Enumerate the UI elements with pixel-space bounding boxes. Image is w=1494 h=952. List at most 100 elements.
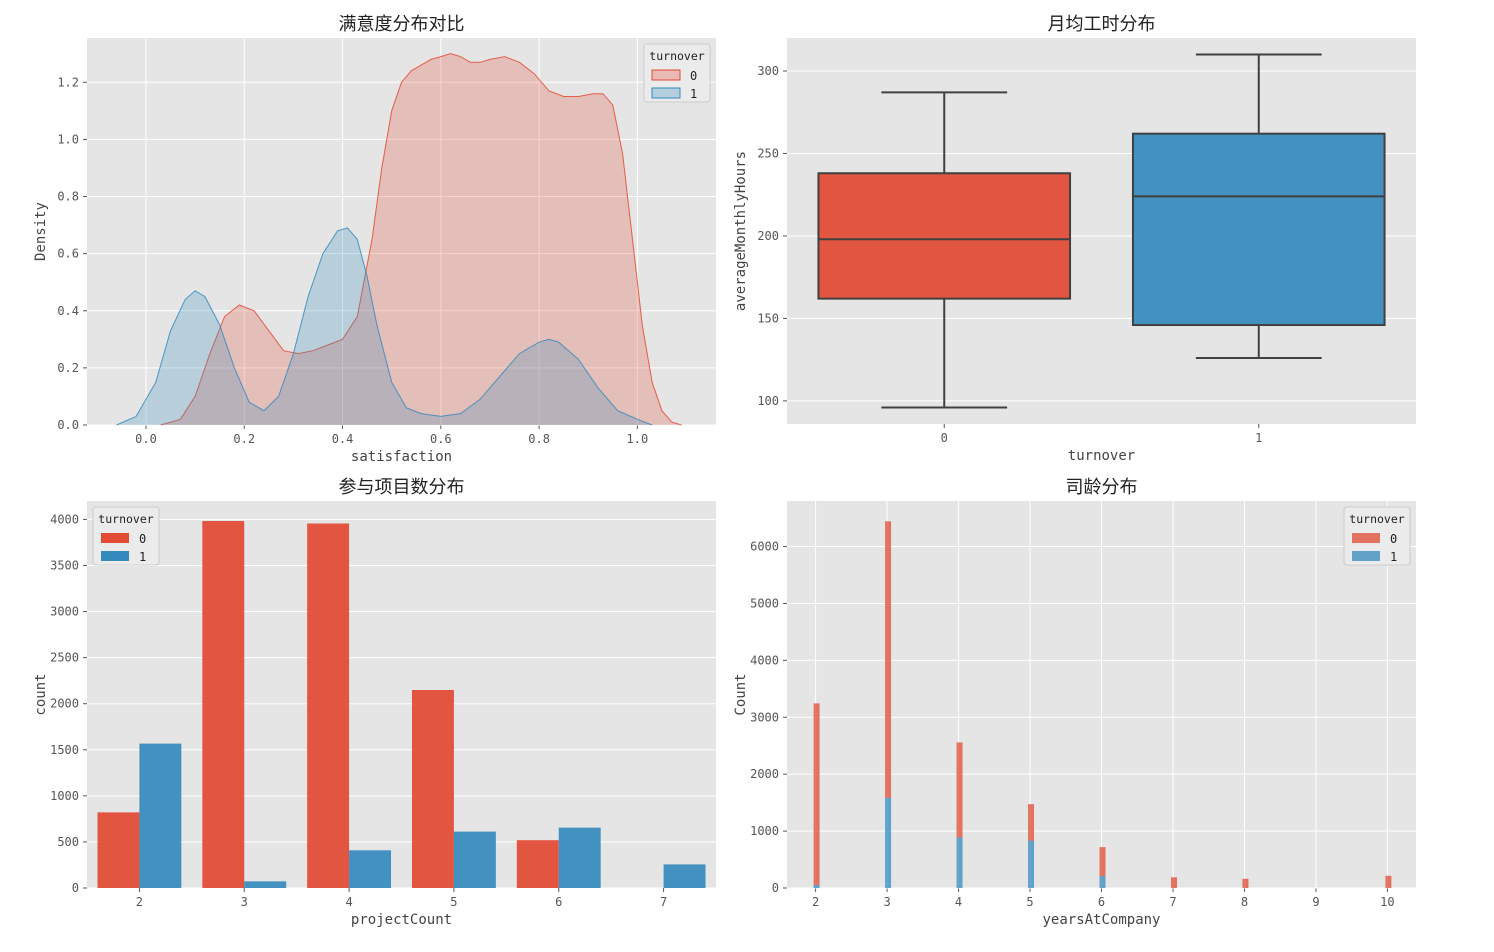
density-line-turnover-0 bbox=[160, 53, 682, 426]
chart-project_count: 参与项目数分布 0 500 1000 1500 2000 2500 3000 3500 4000 2… bbox=[33, 477, 716, 928]
y-tick-label: 0.0 bbox=[57, 418, 79, 432]
legend-swatch-0 bbox=[1352, 533, 1380, 543]
legend-label-0: 0 bbox=[690, 69, 697, 83]
legend-label-0: 0 bbox=[1390, 532, 1397, 546]
y-tick-label: 1500 bbox=[50, 743, 79, 757]
chart-title: 满意度分布对比 bbox=[339, 14, 465, 35]
legend-title: turnover bbox=[1349, 512, 1404, 526]
x-tick-label: 10 bbox=[1380, 895, 1394, 909]
y-tick-label: 6000 bbox=[750, 540, 779, 554]
legend-swatch-0 bbox=[101, 533, 129, 543]
chart-title: 参与项目数分布 bbox=[339, 477, 465, 498]
legend-title: turnover bbox=[649, 49, 704, 63]
chart-satisfaction: 满意度分布对比 0.0 0.2 0.4 0.6 0.8 1.0 0.0 0.2 0.4 0.6 0.8… bbox=[33, 14, 716, 465]
y-tick-label: 1000 bbox=[750, 824, 779, 838]
bar-project-3-turnover-1 bbox=[244, 881, 287, 888]
x-tick-label: 0.2 bbox=[233, 432, 255, 446]
bar-project-3-turnover-0 bbox=[202, 520, 245, 888]
y-tick-label: 1.0 bbox=[57, 132, 79, 146]
y-tick-label: 2000 bbox=[50, 697, 79, 711]
y-tick-label: 0 bbox=[772, 881, 779, 895]
x-tick-label: 8 bbox=[1241, 895, 1248, 909]
y-tick-label: 3500 bbox=[50, 559, 79, 573]
y-tick-label: 0.2 bbox=[57, 361, 79, 375]
legend: turnover 0 1 bbox=[1343, 506, 1411, 566]
legend-label-1: 1 bbox=[690, 87, 697, 101]
x-tick-label: 4 bbox=[955, 895, 962, 909]
density-area-turnover-0 bbox=[160, 53, 682, 425]
bar-project-4-turnover-1 bbox=[349, 850, 392, 888]
x-tick-label: 5 bbox=[1026, 895, 1033, 909]
x-tick-label: 0.8 bbox=[528, 432, 550, 446]
chart-title: 月均工时分布 bbox=[1048, 14, 1156, 35]
x-tick-label: 1 bbox=[1255, 431, 1262, 445]
hist-bar-year-4-turnover-0 bbox=[956, 742, 963, 838]
x-tick-label: 0.4 bbox=[332, 432, 354, 446]
legend-label-1: 1 bbox=[139, 550, 146, 564]
x-tick-label: 0.6 bbox=[430, 432, 452, 446]
hist-bar-year-6-turnover-0 bbox=[1099, 847, 1106, 877]
bar-project-2-turnover-1 bbox=[139, 743, 182, 888]
y-tick-label: 5000 bbox=[750, 596, 779, 610]
y-tick-label: 500 bbox=[57, 835, 79, 849]
hist-bar-year-6-turnover-1 bbox=[1099, 876, 1106, 888]
y-axis-label: Count bbox=[733, 673, 749, 715]
x-tick-label: 1.0 bbox=[627, 432, 649, 446]
y-tick-label: 3000 bbox=[50, 605, 79, 619]
y-tick-label: 4000 bbox=[50, 512, 79, 526]
y-tick-label: 3000 bbox=[750, 710, 779, 724]
y-axis-label: averageMonthlyHours bbox=[733, 151, 749, 311]
x-tick-label: 4 bbox=[345, 895, 352, 909]
x-tick-label: 6 bbox=[1098, 895, 1105, 909]
legend-swatch-1 bbox=[651, 87, 681, 99]
legend-title: turnover bbox=[98, 512, 153, 526]
hist-bar-year-5-turnover-1 bbox=[1028, 840, 1035, 888]
y-tick-label: 4000 bbox=[750, 653, 779, 667]
bar-project-2-turnover-0 bbox=[97, 812, 140, 888]
x-tick-label: 2 bbox=[812, 895, 819, 909]
hist-bar-year-3-turnover-0 bbox=[885, 521, 892, 798]
x-tick-label: 3 bbox=[241, 895, 248, 909]
y-tick-label: 100 bbox=[757, 394, 779, 408]
y-tick-label: 0.4 bbox=[57, 304, 79, 318]
legend-label-0: 0 bbox=[139, 532, 146, 546]
hist-bar-year-7-turnover-0 bbox=[1170, 877, 1177, 888]
chart-title: 司龄分布 bbox=[1066, 477, 1138, 498]
chart-monthly_hours: 月均工时分布 100 150 200 250 300 0 1 turnover averageMo… bbox=[733, 14, 1416, 464]
x-tick-label: 7 bbox=[660, 895, 667, 909]
y-axis-label: count bbox=[33, 673, 49, 715]
x-tick-label: 7 bbox=[1169, 895, 1176, 909]
x-axis-label: projectCount bbox=[351, 912, 452, 928]
bar-project-5-turnover-1 bbox=[453, 831, 496, 888]
box-turnover-1 bbox=[1131, 132, 1386, 327]
y-tick-label: 0.6 bbox=[57, 247, 79, 261]
y-tick-label: 250 bbox=[757, 146, 779, 160]
y-tick-label: 2500 bbox=[50, 651, 79, 665]
box-turnover-0 bbox=[817, 172, 1072, 300]
y-tick-label: 0.8 bbox=[57, 190, 79, 204]
legend-swatch-1 bbox=[1352, 551, 1380, 561]
bar-project-5-turnover-0 bbox=[411, 689, 454, 888]
legend-swatch-0 bbox=[651, 69, 681, 81]
y-tick-label: 1000 bbox=[50, 789, 79, 803]
hist-bar-year-2-turnover-0 bbox=[813, 703, 820, 885]
hist-bar-year-8-turnover-0 bbox=[1242, 878, 1249, 888]
legend-swatch-1 bbox=[101, 551, 129, 561]
hist-bar-year-5-turnover-0 bbox=[1028, 804, 1035, 841]
density-line-turnover-1 bbox=[116, 227, 653, 426]
x-axis-label: yearsAtCompany bbox=[1042, 912, 1160, 928]
hist-bar-year-10-turnover-0 bbox=[1385, 875, 1392, 888]
y-tick-label: 150 bbox=[757, 311, 779, 325]
bar-project-6-turnover-0 bbox=[516, 840, 559, 888]
x-axis-label: satisfaction bbox=[351, 449, 452, 465]
x-tick-label: 9 bbox=[1312, 895, 1319, 909]
hist-bar-year-3-turnover-1 bbox=[885, 797, 892, 888]
density-area-turnover-1 bbox=[116, 227, 653, 425]
y-tick-label: 0 bbox=[72, 881, 79, 895]
x-tick-label: 0 bbox=[941, 431, 948, 445]
x-tick-label: 2 bbox=[136, 895, 143, 909]
y-tick-label: 2000 bbox=[750, 767, 779, 781]
legend: turnover 0 1 bbox=[92, 506, 160, 566]
